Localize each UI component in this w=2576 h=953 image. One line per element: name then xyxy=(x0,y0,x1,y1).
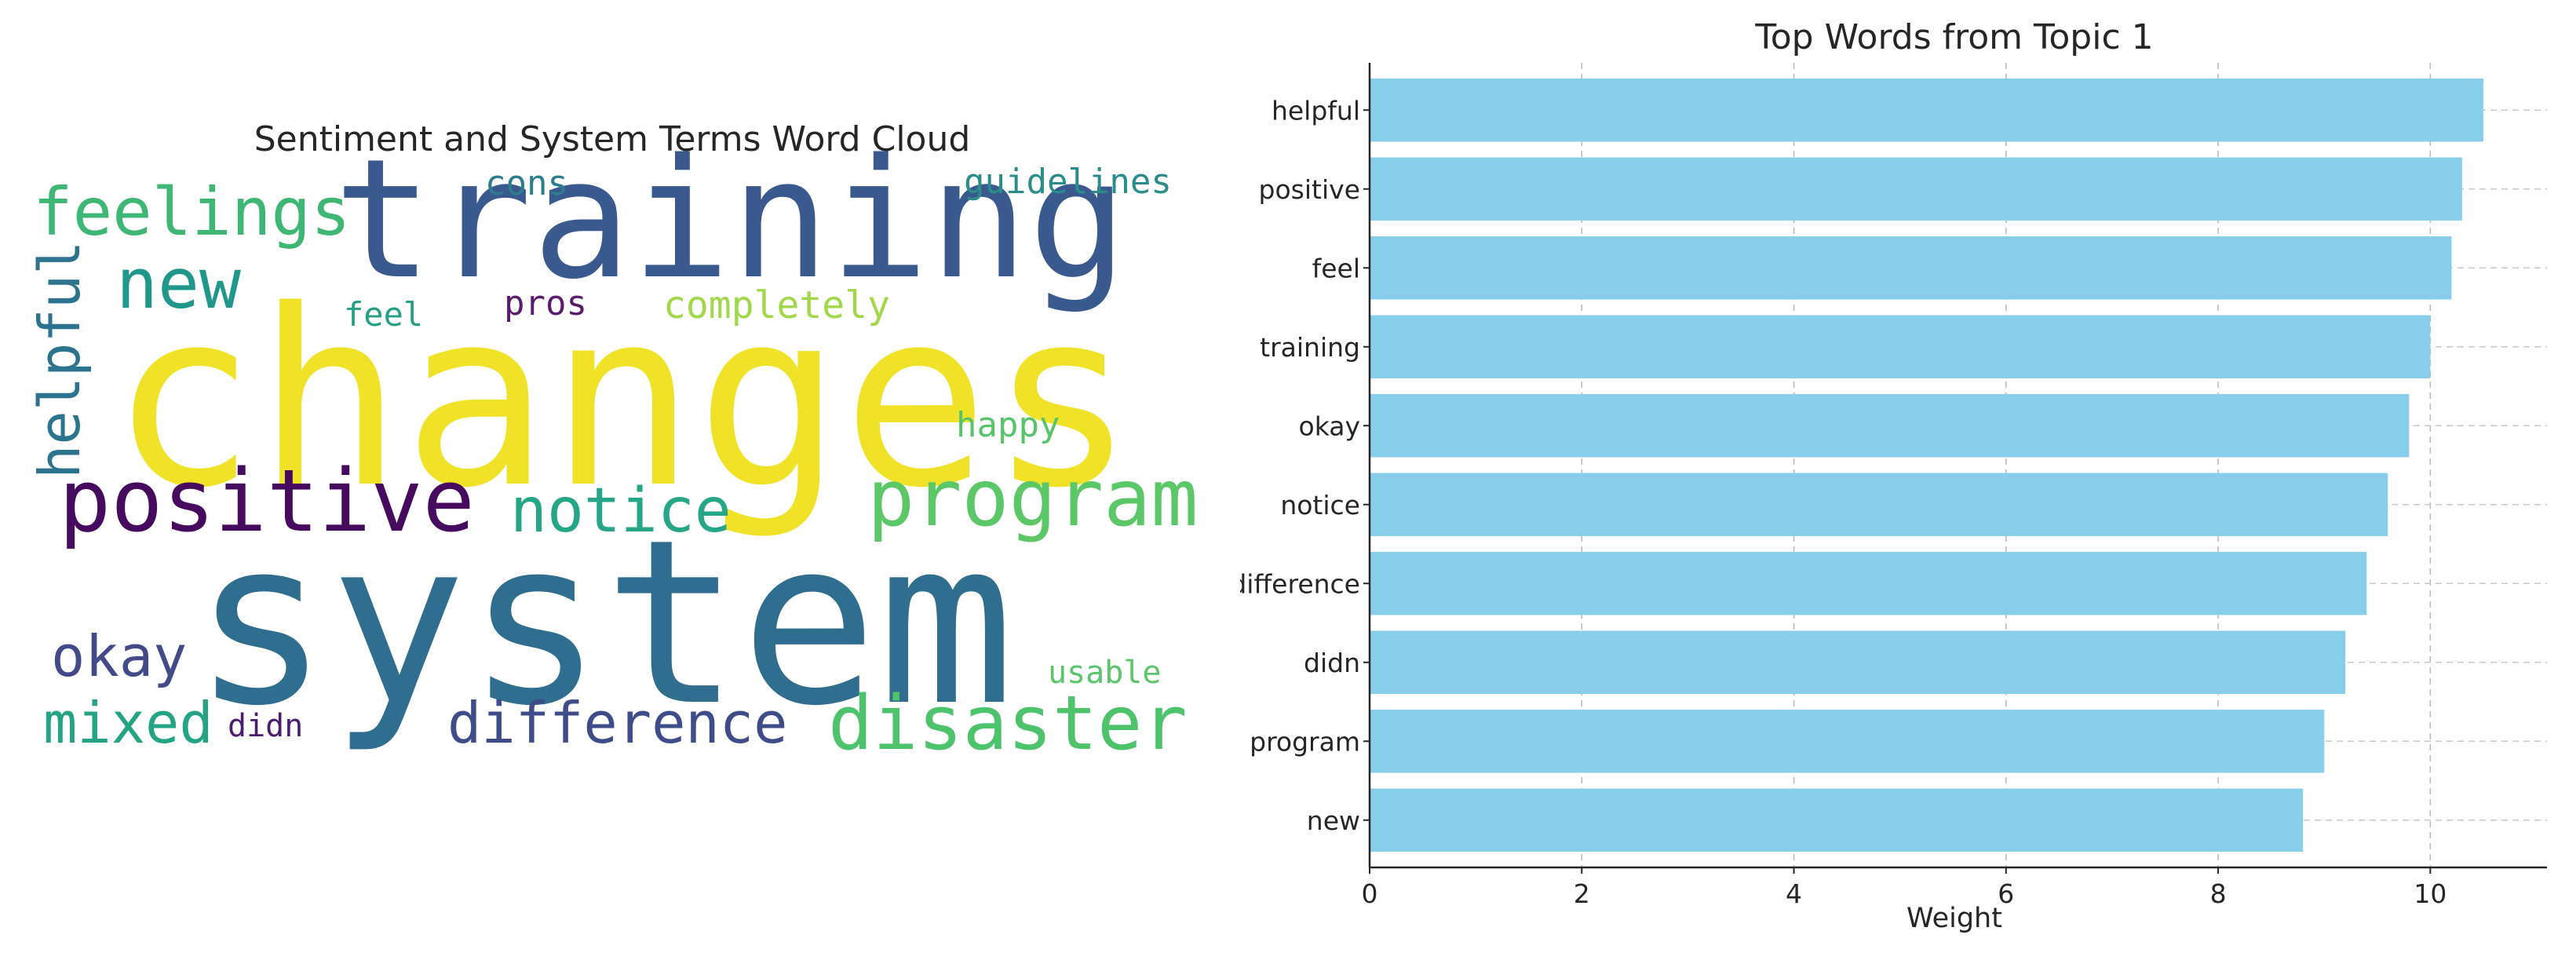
word-cloud-word-feel: feel xyxy=(344,295,424,334)
bar-program xyxy=(1370,710,2325,773)
word-cloud-word-usable: usable xyxy=(1048,655,1162,691)
word-cloud-word-difference: difference xyxy=(447,690,788,756)
word-cloud-word-new: new xyxy=(116,243,241,324)
x-tick-label: 10 xyxy=(2414,878,2446,909)
word-cloud-word-program: program xyxy=(867,452,1199,544)
word-cloud-word-didn: didn xyxy=(228,708,304,744)
y-tick-label: didn xyxy=(1304,648,1360,678)
y-tick-label: feel xyxy=(1312,253,1360,283)
y-tick-label: okay xyxy=(1299,411,1360,441)
word-cloud-word-pros: pros xyxy=(504,283,587,323)
word-cloud-word-cons: cons xyxy=(485,163,568,203)
y-tick-label: difference xyxy=(1240,568,1360,599)
word-cloud-word-mixed: mixed xyxy=(43,690,213,756)
word-cloud-word-changes: changes xyxy=(110,258,1136,542)
word-cloud-word-happy: happy xyxy=(956,405,1060,445)
bar-notice xyxy=(1370,473,2388,536)
y-tick-label: training xyxy=(1260,332,1360,363)
word-cloud-word-helpful: helpful xyxy=(27,240,93,479)
word-cloud-word-notice: notice xyxy=(510,476,732,546)
bar-didn xyxy=(1370,630,2346,694)
bar-feel xyxy=(1370,236,2452,300)
y-tick-label: positive xyxy=(1259,174,1360,205)
x-tick-label: 2 xyxy=(1574,878,1590,909)
word-cloud-title: Sentiment and System Terms Word Cloud xyxy=(254,119,971,159)
word-cloud-panel: Sentiment and System Terms Word Cloud ch… xyxy=(0,0,1240,953)
word-cloud-word-guidelines: guidelines xyxy=(964,162,1172,202)
bar-new xyxy=(1370,788,2304,852)
x-axis-label: Weight xyxy=(1906,903,2002,934)
bar-chart-title: Top Words from Topic 1 xyxy=(1755,17,2154,57)
x-tick-label: 0 xyxy=(1362,878,1378,909)
y-tick-label: notice xyxy=(1280,490,1360,520)
x-tick-label: 4 xyxy=(1786,878,1802,909)
y-tick-label: new xyxy=(1307,805,1360,836)
word-cloud-word-system: system xyxy=(192,491,1015,756)
y-tick-label: helpful xyxy=(1272,95,1360,126)
word-cloud-word-feelings: feelings xyxy=(33,173,351,250)
bar-difference xyxy=(1370,552,2367,615)
bar-training xyxy=(1370,315,2431,378)
x-tick-label: 6 xyxy=(1998,878,2014,909)
word-cloud-word-okay: okay xyxy=(51,623,188,689)
bar-chart: helpful positive feel training okay notice dif… xyxy=(1240,63,2547,909)
word-cloud-word-completely: completely xyxy=(663,283,890,327)
bar-chart-panel: Top Words from Topic 1 helpful positive fe… xyxy=(1240,0,2576,953)
word-cloud-word-training: training xyxy=(334,123,1128,316)
bar-helpful xyxy=(1370,79,2483,142)
x-tick-label: 8 xyxy=(2210,878,2227,909)
word-cloud-word-disaster: disaster xyxy=(828,681,1188,767)
bar-okay xyxy=(1370,394,2410,458)
word-cloud-word-positive: positive xyxy=(59,451,475,551)
y-tick-label: program xyxy=(1250,726,1360,757)
bar-positive xyxy=(1370,157,2462,221)
